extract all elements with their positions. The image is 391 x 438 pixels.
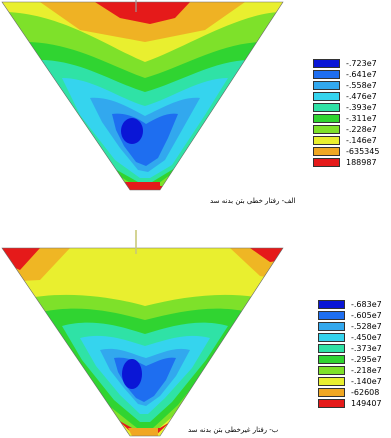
legend-entry: -635345 <box>313 146 379 157</box>
legend-entry: -.528e7 <box>318 321 382 332</box>
legend-entry: -.228e7 <box>313 124 377 135</box>
legend-label: -.140e7 <box>351 377 382 386</box>
legend-swatch <box>318 366 345 375</box>
legend-label: -.605e7 <box>351 311 382 320</box>
legend-swatch <box>313 125 340 134</box>
legend-entry: -.311e7 <box>313 113 377 124</box>
legend-swatch <box>318 377 345 386</box>
legend-label: -62608 <box>351 388 380 397</box>
legend-label: -.393e7 <box>346 103 377 112</box>
legend-swatch <box>318 388 345 397</box>
legend-entry: -.476e7 <box>313 91 377 102</box>
legend-label: -.311e7 <box>346 114 377 123</box>
legend-entry: -.218e7 <box>318 365 382 376</box>
legend-label: -.723e7 <box>346 59 377 68</box>
legend-entry: -.723e7 <box>313 58 377 69</box>
legend-entry: -.683e7 <box>318 299 382 310</box>
legend-entry: -.450e7 <box>318 332 382 343</box>
legend-swatch <box>318 311 345 320</box>
legend-entry: 188987 <box>313 157 377 168</box>
caption-nonlinear: ب- رفتار غیرخطی بتن بدنه سد <box>188 426 279 434</box>
legend-label: -.476e7 <box>346 92 377 101</box>
legend-label: -.295e7 <box>351 355 382 364</box>
legend-entry: -.140e7 <box>318 376 382 387</box>
dam-outline-nonlinear <box>1 247 284 437</box>
legend-label: -.641e7 <box>346 70 377 79</box>
legend-swatch <box>313 136 340 145</box>
legend-swatch <box>313 92 340 101</box>
legend-swatch <box>318 399 345 408</box>
legend-entry: -.393e7 <box>313 102 377 113</box>
legend-label: -.218e7 <box>351 366 382 375</box>
legend-swatch <box>318 355 345 364</box>
legend-label: 149407 <box>351 399 382 408</box>
legend-swatch <box>318 344 345 353</box>
legend-entry: -.605e7 <box>318 310 382 321</box>
legend-entry: -.641e7 <box>313 69 377 80</box>
legend-entry: -62608 <box>318 387 379 398</box>
legend-entry: 149407 <box>318 398 382 409</box>
legend-label: -.558e7 <box>346 81 377 90</box>
legend-label: 188987 <box>346 158 377 167</box>
legend-entry: -.373e7 <box>318 343 382 354</box>
caption-linear: الف- رفتار خطی بتن بدنه سد <box>210 197 296 205</box>
legend-entry: -.558e7 <box>313 80 377 91</box>
legend-entry: -.295e7 <box>318 354 382 365</box>
dam-outline-linear <box>1 1 284 191</box>
legend-swatch <box>313 147 340 156</box>
legend-label: -.683e7 <box>351 300 382 309</box>
legend-swatch <box>313 81 340 90</box>
contour-plot-linear <box>2 2 283 190</box>
legend-swatch <box>313 59 340 68</box>
legend-label: -.528e7 <box>351 322 382 331</box>
legend-swatch <box>318 333 345 342</box>
legend-label: -635345 <box>346 147 380 156</box>
legend-label: -.450e7 <box>351 333 382 342</box>
legend-swatch <box>313 70 340 79</box>
legend-label: -.373e7 <box>351 344 382 353</box>
legend-label: -.146e7 <box>346 136 377 145</box>
legend-label: -.228e7 <box>346 125 377 134</box>
legend-swatch <box>318 322 345 331</box>
legend-swatch <box>313 114 340 123</box>
legend-swatch <box>313 103 340 112</box>
legend-swatch <box>313 158 340 167</box>
legend-swatch <box>318 300 345 309</box>
legend-entry: -.146e7 <box>313 135 377 146</box>
contour-plot-nonlinear <box>2 248 283 436</box>
